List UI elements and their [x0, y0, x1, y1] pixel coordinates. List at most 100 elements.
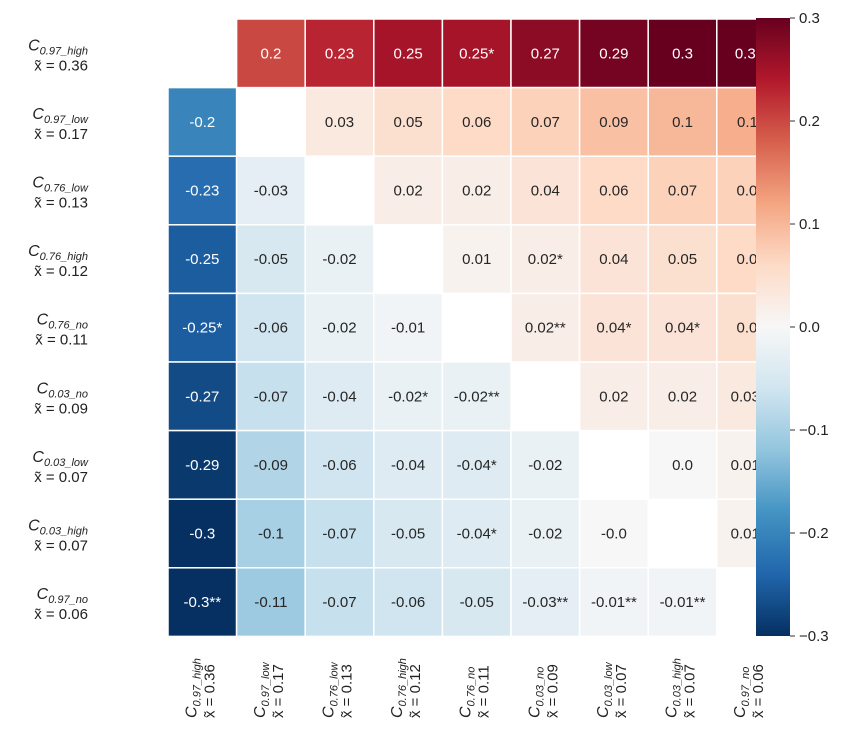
- colorbar-tick-label: 0.0: [799, 319, 820, 336]
- row-label-mean: x̃ = 0.12: [34, 263, 88, 280]
- row-label-name: C0.76_low: [32, 175, 89, 195]
- cell-value-label: -0.07: [322, 594, 356, 611]
- cell-value-label: -0.25: [185, 251, 219, 268]
- cell-value-label: -0.06: [322, 457, 356, 474]
- colorbar-gradient: [756, 18, 790, 636]
- cell-value-label: 0.07: [531, 114, 560, 131]
- colorbar-tick-label: −0.2: [799, 525, 829, 542]
- heatmap-cell: [304, 567, 375, 638]
- heatmap-cell: [304, 361, 375, 432]
- cell-value-label: -0.02*: [388, 388, 428, 405]
- cell-value-label: -0.06: [391, 594, 425, 611]
- row-label-mean: x̃ = 0.06: [34, 606, 88, 623]
- cell-value-label: -0.02: [322, 251, 356, 268]
- row-label-name: C0.76_high: [28, 243, 88, 263]
- cell-value-label: -0.01**: [591, 594, 637, 611]
- cell-value-label: 0.25*: [459, 45, 494, 62]
- heatmap-cell: [373, 86, 444, 157]
- cell-value-label: 0.02**: [525, 320, 566, 337]
- column-label-mean: x̃ = 0.06: [750, 664, 767, 718]
- cell-value-label: 0.29: [599, 45, 628, 62]
- column-label-name: C0.76_low: [321, 661, 341, 718]
- heatmap-cell: [373, 292, 444, 363]
- heatmap-cell: [441, 498, 512, 569]
- heatmap-cell: [235, 567, 306, 638]
- heatmap-cell: [647, 429, 718, 500]
- cell-value-label: 0.04*: [665, 320, 700, 337]
- column-label-mean: x̃ = 0.36: [201, 664, 218, 718]
- cell-value-label: 0.06: [462, 114, 491, 131]
- column-label-name: C0.03_no: [526, 667, 546, 718]
- colorbar-tick-label: 0.3: [799, 10, 820, 27]
- cell-value-label: -0.25*: [182, 320, 222, 337]
- cell-value-label: -0.04: [322, 388, 356, 405]
- cell-value-label: -0.29: [185, 457, 219, 474]
- column-label-name: C0.03_high: [664, 658, 684, 718]
- column-label-mean: x̃ = 0.13: [339, 664, 356, 718]
- cell-value-label: -0.04*: [457, 457, 497, 474]
- cell-value-label: -0.03: [254, 183, 288, 200]
- cell-value-label: 0.02: [668, 388, 697, 405]
- column-label-mean: x̃ = 0.12: [407, 664, 424, 718]
- heatmap-cell: [167, 498, 238, 569]
- heatmap-cell: [510, 86, 581, 157]
- heatmap-cell: [235, 292, 306, 363]
- heatmap-cell: [373, 498, 444, 569]
- cell-value-label: -0.07: [254, 388, 288, 405]
- heatmap-cell: [441, 224, 512, 295]
- row-label-mean: x̃ = 0.11: [35, 332, 88, 349]
- colorbar-tick-label: −0.1: [799, 422, 829, 439]
- column-label-name: C0.97_no: [732, 667, 752, 718]
- colorbar-tick-label: 0.1: [799, 216, 820, 233]
- heatmap-cell: [647, 361, 718, 432]
- column-label-mean: x̃ = 0.17: [270, 664, 287, 718]
- cell-value-label: -0.09: [254, 457, 288, 474]
- heatmap-cell: [578, 498, 649, 569]
- cell-value-label: 0.1: [672, 114, 693, 131]
- cell-value-label: -0.05: [460, 594, 494, 611]
- row-label-name: C0.76_no: [37, 312, 88, 332]
- cell-value-label: 0.04: [599, 251, 628, 268]
- heatmap-cells: 0.2 0.23 0.25 0.25* 0.27 0.29 0.3 0.3**-0.2 0.03…: [167, 18, 787, 638]
- heatmap-cell: [304, 429, 375, 500]
- cell-value-label: -0.01: [391, 320, 425, 337]
- cell-value-label: -0.04*: [457, 526, 497, 543]
- column-label-mean: x̃ = 0.07: [682, 664, 699, 718]
- column-label-name: C0.76_no: [458, 667, 478, 718]
- cell-value-label: -0.11: [254, 594, 287, 611]
- colorbar-tick-label: 0.2: [799, 113, 820, 130]
- heatmap-cell: [441, 86, 512, 157]
- heatmap-cell: [304, 18, 375, 89]
- colorbar-tick-label: −0.3: [799, 628, 829, 645]
- heatmap-cell: [647, 567, 718, 638]
- colorbar: 0.3 0.2 0.1 0.0 −0.1 −0.2 −0.3: [756, 10, 829, 645]
- row-label-mean: x̃ = 0.07: [34, 469, 88, 486]
- heatmap-cell: [167, 224, 238, 295]
- row-label-name: C0.97_high: [28, 37, 88, 57]
- cell-value-label: -0.3**: [184, 594, 222, 611]
- row-label-mean: x̃ = 0.09: [34, 400, 88, 417]
- heatmap-cell: [235, 224, 306, 295]
- cell-value-label: -0.03**: [522, 594, 568, 611]
- cell-value-label: 0.02*: [528, 251, 563, 268]
- cell-value-label: 0.07: [668, 183, 697, 200]
- heatmap-cell: [373, 155, 444, 226]
- heatmap-cell: [304, 86, 375, 157]
- cell-value-label: -0.06: [254, 320, 288, 337]
- cell-value-label: 0.25: [393, 45, 422, 62]
- column-label-name: C0.76_high: [389, 658, 409, 718]
- cell-value-label: -0.2: [189, 114, 215, 131]
- heatmap-cell: [167, 86, 238, 157]
- heatmap-cell: [167, 429, 238, 500]
- cell-value-label: 0.23: [325, 45, 354, 62]
- cell-value-label: -0.23: [185, 183, 219, 200]
- cell-value-label: -0.04: [391, 457, 425, 474]
- heatmap-cell: [578, 86, 649, 157]
- heatmap-cell: [578, 292, 649, 363]
- cell-value-label: 0.3: [672, 45, 693, 62]
- heatmap-cell: [235, 155, 306, 226]
- cell-value-label: 0.09: [599, 114, 628, 131]
- heatmap-cell: [235, 498, 306, 569]
- column-label-name: C0.97_high: [183, 658, 203, 718]
